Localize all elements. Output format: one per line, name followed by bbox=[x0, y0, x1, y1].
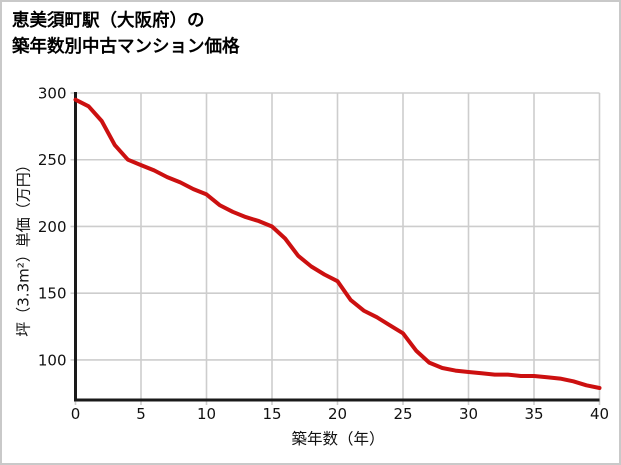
chart-title-line2: 築年数別中古マンション価格 bbox=[12, 37, 240, 57]
chart-title-line1: 恵美須町駅（大阪府）の bbox=[12, 11, 205, 31]
x-tick-label: 10 bbox=[197, 405, 216, 423]
y-tick-label: 150 bbox=[38, 285, 67, 303]
x-tick-label: 0 bbox=[71, 405, 81, 423]
x-tick-label: 30 bbox=[459, 405, 478, 423]
y-tick-label: 250 bbox=[38, 151, 67, 169]
x-tick-label: 40 bbox=[590, 405, 609, 423]
price-line bbox=[73, 97, 602, 390]
x-axis-label: 築年数（年） bbox=[291, 430, 385, 448]
x-tick-label: 20 bbox=[328, 405, 347, 423]
x-tick-label: 15 bbox=[262, 405, 281, 423]
y-tick-label: 100 bbox=[38, 351, 67, 369]
y-tick-label: 300 bbox=[38, 85, 67, 103]
x-tick-label: 5 bbox=[136, 405, 146, 423]
y-tick-label: 200 bbox=[38, 218, 67, 236]
x-tick-label: 35 bbox=[524, 405, 543, 423]
x-tick-label: 25 bbox=[393, 405, 412, 423]
chart-title: 恵美須町駅（大阪府）の築年数別中古マンション価格 bbox=[12, 8, 240, 60]
